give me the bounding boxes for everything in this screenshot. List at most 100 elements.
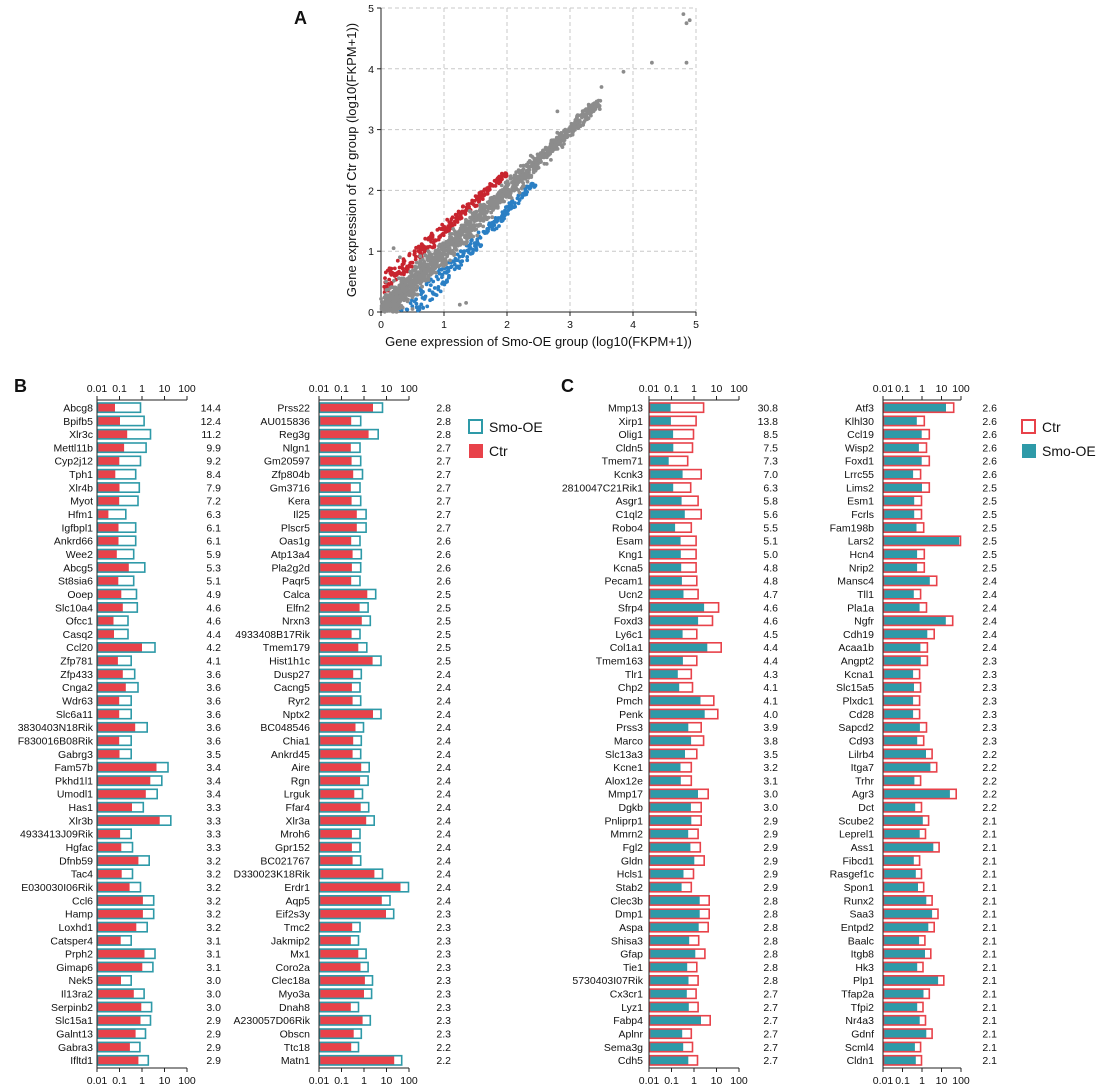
gene-label: Tmem179 bbox=[263, 642, 310, 654]
scatter-point-smo-high bbox=[410, 304, 415, 309]
bar-smo-oe bbox=[649, 615, 699, 626]
gene-label: Loxhd1 bbox=[59, 922, 94, 934]
bottom-tick-label: 100 bbox=[400, 1075, 418, 1087]
scatter-point-ctr-high bbox=[460, 204, 465, 209]
bar-smo-oe bbox=[883, 975, 939, 986]
gene-label: Hcls1 bbox=[617, 869, 643, 881]
gene-label: Abcg5 bbox=[63, 562, 93, 574]
scatter-point-ns bbox=[404, 277, 409, 282]
bar-smo-oe bbox=[883, 668, 914, 680]
fold-change-label: 2.8 bbox=[763, 962, 778, 974]
fold-change-label: 3.0 bbox=[206, 1002, 221, 1014]
scatter-point-smo-high bbox=[432, 286, 437, 290]
scatter-point-ns bbox=[497, 198, 501, 202]
gene-label: Cyp2j12 bbox=[54, 456, 93, 468]
top-tick-label: 10 bbox=[381, 383, 393, 395]
gene-label: Trhr bbox=[855, 775, 874, 787]
scatter-point-ns bbox=[384, 288, 389, 292]
fold-change-label: 2.1 bbox=[982, 869, 997, 881]
gene-label: Obscn bbox=[280, 1029, 311, 1041]
scatter-point-ctr-high bbox=[489, 182, 494, 187]
fold-change-label: 7.0 bbox=[763, 469, 778, 481]
scatter-point-outlier bbox=[684, 21, 689, 26]
scatter-point-smo-high bbox=[494, 217, 499, 222]
scatter-point-ctr-high bbox=[413, 254, 418, 259]
gene-label: Nrip2 bbox=[849, 562, 874, 574]
bottom-tick-label: 1 bbox=[139, 1075, 145, 1087]
scatter-point-ns bbox=[404, 287, 409, 292]
scatter-point-ctr-high bbox=[474, 197, 479, 201]
bottom-tick-label: 0.1 bbox=[334, 1075, 349, 1087]
scatter-point-ns bbox=[475, 233, 480, 238]
scatter-point-ctr-high bbox=[447, 223, 452, 228]
bar-ctr bbox=[319, 1028, 354, 1039]
gene-label: 4933413J09Rik bbox=[20, 829, 94, 841]
gene-label: Mmrn2 bbox=[610, 829, 643, 841]
legend-label: Smo-OE bbox=[1042, 443, 1096, 459]
gene-label: Gm3716 bbox=[270, 482, 310, 494]
scatter-point-ctr-high bbox=[414, 245, 418, 250]
fold-change-label: 2.1 bbox=[982, 815, 997, 827]
fold-change-label: 2.9 bbox=[763, 882, 778, 894]
top-tick-label: 0.1 bbox=[664, 383, 679, 395]
bar-ctr bbox=[319, 775, 361, 786]
fold-change-label: 30.8 bbox=[758, 403, 779, 415]
scatter-point-outlier bbox=[684, 60, 689, 65]
fold-change-label: 2.3 bbox=[436, 949, 451, 961]
bar-smo-oe bbox=[649, 975, 689, 986]
fold-change-label: 2.1 bbox=[982, 1042, 997, 1054]
bar-ctr bbox=[97, 948, 145, 959]
bar-ctr bbox=[97, 1028, 136, 1039]
bar-smo-oe bbox=[883, 722, 920, 733]
scatter-point-outlier bbox=[681, 12, 686, 16]
scatter-point-ns bbox=[436, 264, 441, 269]
scatter-point-ns bbox=[486, 206, 491, 211]
fold-change-label: 2.3 bbox=[436, 909, 451, 921]
fold-change-label: 2.5 bbox=[436, 589, 451, 601]
fold-change-label: 2.4 bbox=[436, 829, 451, 841]
scatter-point-smo-high bbox=[470, 251, 475, 256]
fold-change-label: 2.1 bbox=[982, 842, 997, 854]
fold-change-label: 5.5 bbox=[763, 522, 778, 534]
fold-change-label: 6.3 bbox=[206, 509, 221, 521]
fold-change-label: 2.3 bbox=[982, 682, 997, 694]
scatter-point-smo-high bbox=[446, 266, 451, 270]
gene-label: Ly6c1 bbox=[615, 629, 643, 641]
scatter-point-ns bbox=[593, 104, 597, 109]
x-tick-label: 0 bbox=[378, 319, 384, 331]
gene-label: Pecam1 bbox=[604, 576, 643, 588]
bar-ctr bbox=[319, 802, 361, 813]
fold-change-label: 2.1 bbox=[982, 909, 997, 921]
fold-change-label: 3.3 bbox=[206, 842, 221, 854]
scatter-point-ns bbox=[407, 281, 412, 286]
scatter-point-ns bbox=[400, 276, 404, 281]
bar-smo-oe bbox=[649, 855, 695, 866]
fold-change-label: 5.9 bbox=[206, 549, 221, 561]
gene-label: Matn1 bbox=[281, 1055, 310, 1067]
bar-ctr bbox=[319, 735, 354, 746]
gene-label: Myo3a bbox=[278, 989, 310, 1001]
fold-change-label: 2.6 bbox=[436, 576, 451, 588]
bar-smo-oe bbox=[883, 455, 922, 467]
fold-change-label: 2.1 bbox=[982, 989, 997, 1001]
bar-smo-oe bbox=[649, 722, 689, 733]
scatter-point-ns bbox=[410, 307, 415, 311]
gene-label: Lyz1 bbox=[621, 1002, 643, 1014]
gene-label: Penk bbox=[619, 709, 644, 721]
top-tick-label: 10 bbox=[711, 383, 723, 395]
bar-smo-oe bbox=[649, 935, 690, 946]
bar-smo-oe bbox=[883, 882, 918, 893]
scatter-point-ns bbox=[549, 158, 553, 162]
gene-label: Ffar4 bbox=[285, 802, 310, 814]
fold-change-label: 5.3 bbox=[206, 562, 221, 574]
bar-ctr bbox=[319, 602, 360, 613]
scatter-point-ns bbox=[391, 308, 396, 313]
scatter-point-ns bbox=[464, 241, 469, 246]
gene-label: Jakmip2 bbox=[271, 935, 310, 947]
scatter-point-ctr-high bbox=[487, 185, 491, 190]
bar-ctr bbox=[319, 415, 352, 427]
gene-label: Entpd2 bbox=[841, 922, 874, 934]
bar-ctr bbox=[319, 855, 353, 866]
fold-change-label: 2.1 bbox=[982, 1029, 997, 1041]
